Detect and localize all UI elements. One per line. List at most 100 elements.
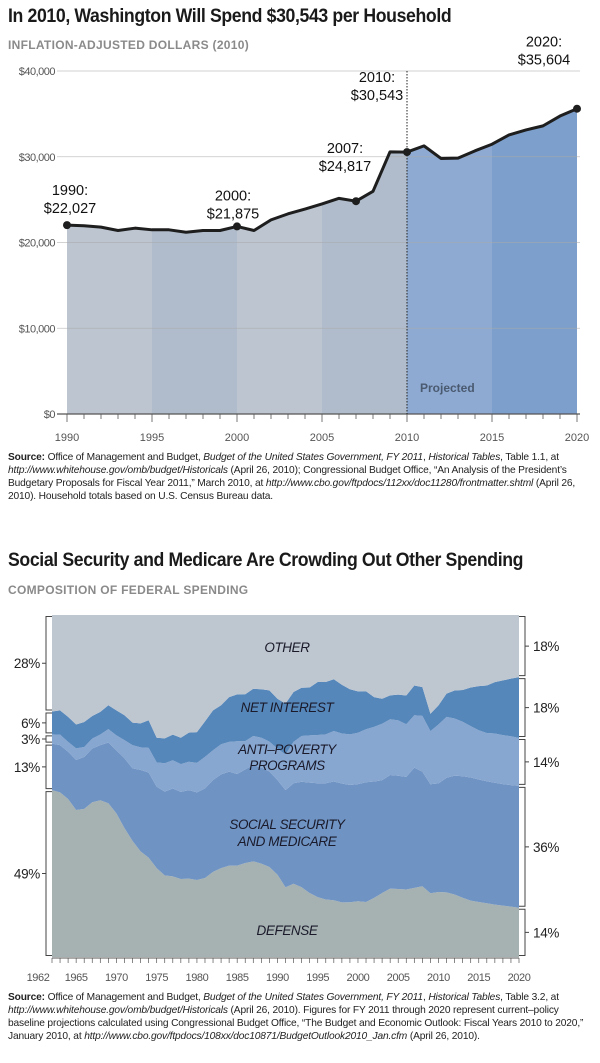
bracket xyxy=(42,735,52,743)
source-link[interactable]: http://www.cbo.gov/ftpdocs/112xx/doc1128… xyxy=(265,478,534,489)
x-tick-label: 1970 xyxy=(105,972,128,984)
label-other: OTHER xyxy=(264,640,310,655)
source-text: Office of Management and Budget, xyxy=(44,992,204,1003)
chart1-source: Source: Office of Management and Budget,… xyxy=(8,451,598,503)
chart1-subtitle: INFLATION-ADJUSTED DOLLARS (2010) xyxy=(8,38,250,52)
bracket xyxy=(519,616,529,677)
label-anti-poverty: ANTI–POVERTY xyxy=(237,742,337,757)
area-band xyxy=(407,144,492,414)
annotation-year: 2010: xyxy=(359,70,395,86)
source-label: Source: xyxy=(8,992,45,1003)
chart1-title: In 2010, Washington Will Spend $30,543 p… xyxy=(8,6,452,27)
x-tick-label: 1985 xyxy=(226,972,249,984)
source-text: (April 26, 2010). xyxy=(407,1031,480,1042)
annotation-year: 2020: xyxy=(526,35,562,51)
household-spending-chart: $0 $10,000 $20,000 $30,000 $40,000 1990 1995 20… xyxy=(19,35,590,444)
source-title: Historical Tables xyxy=(428,452,501,463)
x-tick-label: 1995 xyxy=(306,972,329,984)
area-other xyxy=(52,615,519,739)
source-link[interactable]: http://www.whitehouse.gov/omb/budget/His… xyxy=(8,1005,228,1016)
annotation-value: $30,543 xyxy=(351,88,403,104)
x-tick-label: 1990 xyxy=(55,432,79,444)
x-tick-label: 1980 xyxy=(185,972,208,984)
federal-spending-composition-chart: DEFENSE SOCIAL SECURITY AND MEDICARE ANTI–P… xyxy=(14,615,560,984)
x-tick-label: 2020 xyxy=(508,972,531,984)
x-tick-label: 1990 xyxy=(266,972,289,984)
source-text: , xyxy=(422,452,429,463)
y-tick-label: $10,000 xyxy=(19,323,56,335)
annotation-value: $24,817 xyxy=(319,159,371,175)
source-text: (April 26, 2010). Household totals based… xyxy=(8,478,576,502)
source-title: Budget of the United States Government, … xyxy=(203,992,423,1003)
source-text: (April 26, 2010). Figures for FY 2011 th… xyxy=(8,1005,584,1042)
projected-label: Projected xyxy=(420,381,475,395)
x-tick-label: 2010 xyxy=(427,972,450,984)
bracket xyxy=(519,908,529,956)
share-label: 18% xyxy=(533,639,559,654)
x-tick-label: 2020 xyxy=(565,432,589,444)
share-label: 3% xyxy=(21,732,40,747)
label-social-security: SOCIAL SECURITY xyxy=(229,817,346,832)
spending-line xyxy=(66,107,578,234)
label-net-interest: NET INTEREST xyxy=(241,700,336,715)
source-text: , Table 3.2, at xyxy=(500,992,559,1003)
share-label: 6% xyxy=(21,716,40,731)
area-anti-poverty-programs xyxy=(52,715,519,793)
y-tick-label: $40,000 xyxy=(19,66,56,78)
bracket xyxy=(42,744,52,790)
label-programs: PROGRAMS xyxy=(249,758,325,773)
share-label: 49% xyxy=(14,867,40,882)
x-tick-label: 1995 xyxy=(140,432,164,444)
x-tick-label: 1965 xyxy=(65,972,88,984)
x-tick-label: 1962 xyxy=(27,972,50,984)
label-medicare: AND MEDICARE xyxy=(237,834,338,849)
bracket xyxy=(519,738,529,785)
label-defense: DEFENSE xyxy=(257,923,319,938)
bracket xyxy=(42,791,52,956)
data-point-marker xyxy=(63,221,71,230)
annotation-value: $21,875 xyxy=(207,206,259,222)
area-band xyxy=(237,203,322,414)
x-tick-label: 2005 xyxy=(310,432,334,444)
y-tick-label: $20,000 xyxy=(19,238,56,250)
x-tick-label: 1975 xyxy=(145,972,168,984)
annotation-value: $35,604 xyxy=(518,53,570,69)
area-net-interest xyxy=(52,677,519,765)
source-title: Historical Tables xyxy=(428,992,501,1003)
area-band xyxy=(322,151,407,414)
x-tick-label: 2000 xyxy=(225,432,249,444)
annotation-year: 1990: xyxy=(52,183,88,199)
source-text: , xyxy=(422,992,429,1003)
chart2-subtitle: COMPOSITION OF FEDERAL SPENDING xyxy=(8,583,249,597)
x-tick-label: 2000 xyxy=(347,972,370,984)
bracket xyxy=(42,616,52,711)
source-link[interactable]: http://www.whitehouse.gov/omb/budget/His… xyxy=(8,465,228,476)
area-band xyxy=(67,225,152,414)
share-label: 13% xyxy=(14,760,40,775)
area-band xyxy=(152,226,237,414)
source-text: Office of Management and Budget, xyxy=(44,452,204,463)
share-label: 14% xyxy=(533,925,559,940)
data-point-marker xyxy=(573,104,581,113)
data-point-marker xyxy=(352,197,360,206)
area-defense xyxy=(52,790,519,957)
chart2-title: Social Security and Medicare Are Crowdin… xyxy=(8,550,524,571)
share-label: 14% xyxy=(533,755,559,770)
source-text: , Table 1.1, at xyxy=(500,452,559,463)
chart2-source: Source: Office of Management and Budget,… xyxy=(8,991,598,1043)
bracket xyxy=(42,712,52,734)
source-text: (April 26, 2010); Congressional Budget O… xyxy=(8,465,567,489)
x-tick-label: 2015 xyxy=(480,432,504,444)
area-band xyxy=(492,108,577,414)
source-label: Source: xyxy=(8,452,45,463)
area-social-security-and-medicare xyxy=(52,742,519,908)
share-label: 18% xyxy=(533,701,559,716)
bracket xyxy=(519,678,529,737)
source-title: Budget of the United States Government, … xyxy=(203,452,423,463)
x-tick-label: 2015 xyxy=(467,972,490,984)
y-tick-label: $0 xyxy=(44,409,56,421)
y-tick-label: $30,000 xyxy=(19,152,56,164)
source-link[interactable]: http://www.cbo.gov/ftpdocs/108xx/doc1087… xyxy=(84,1031,408,1042)
data-point-marker xyxy=(233,222,241,231)
